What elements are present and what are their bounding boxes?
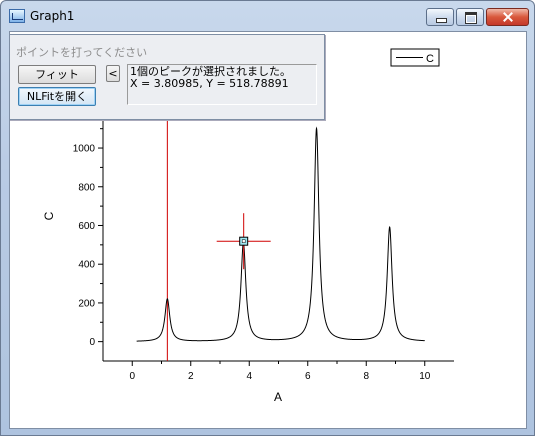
fit-button[interactable]: フィット: [18, 65, 96, 84]
selection-coordinates-text: X = 3.80985, Y = 518.78891: [130, 77, 289, 90]
graph-window-icon: [9, 9, 25, 23]
selection-info: 1個のピークが選択されました。 X = 3.80985, Y = 518.788…: [127, 64, 317, 105]
title-bar[interactable]: Graph1: [1, 1, 534, 31]
tick-labels: 0 2 4 6 8 10 0 200 400 600 800 1000: [73, 144, 431, 382]
peak-cursor[interactable]: [216, 213, 271, 270]
x-tick-label: 2: [188, 371, 194, 382]
y-axis-label: C: [42, 211, 56, 220]
selected-point-center: [241, 239, 246, 243]
x-tick-label: 6: [305, 371, 311, 382]
back-button[interactable]: <: [106, 65, 120, 82]
y-tick-label: 0: [89, 337, 95, 348]
selection-count-text: 1個のピークが選択されました。: [130, 65, 291, 78]
window-title: Graph1: [30, 9, 75, 23]
x-tick-label: 10: [419, 371, 431, 382]
axes: [102, 119, 454, 362]
y-tick-label: 1000: [73, 144, 96, 155]
x-tick-label: 8: [363, 371, 369, 382]
y-tick-label: 200: [78, 298, 95, 309]
x-tick-label: 0: [129, 371, 135, 382]
y-tick-label: 600: [78, 221, 95, 232]
legend-entry-c: C: [426, 53, 434, 65]
legend[interactable]: C: [390, 48, 440, 67]
close-button[interactable]: [486, 8, 529, 26]
x-tick-label: 4: [246, 371, 252, 382]
panel-title: ポイントを打ってください: [16, 46, 148, 59]
x-axis-label: A: [274, 390, 282, 404]
peak-select-panel: ポイントを打ってください フィット NLFitを開く < 1個のピークが選択され…: [9, 34, 325, 120]
y-tick-label: 400: [78, 260, 95, 271]
maximize-button[interactable]: [456, 8, 484, 26]
y-tick-label: 800: [78, 182, 95, 193]
tick-marks: [98, 128, 426, 366]
open-nlfit-button[interactable]: NLFitを開く: [18, 87, 96, 106]
series-line-c: [136, 126, 425, 342]
minimize-button[interactable]: [426, 8, 454, 26]
